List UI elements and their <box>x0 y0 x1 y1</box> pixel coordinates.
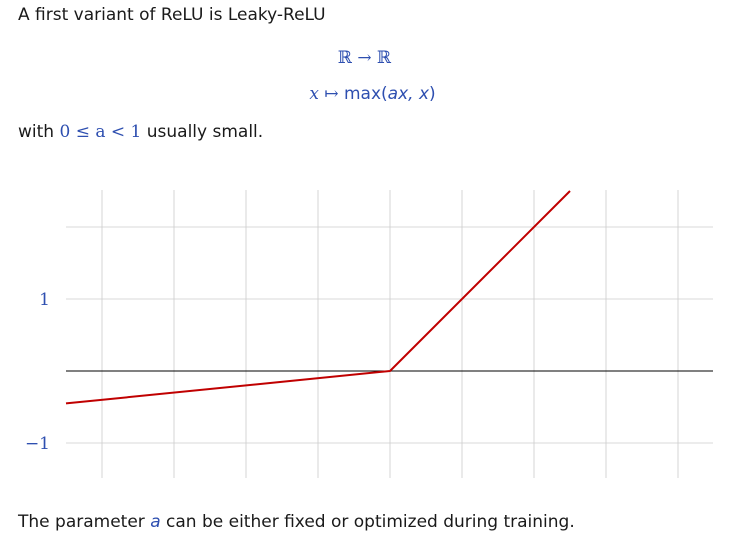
footer-var: a <box>150 512 161 532</box>
formula-args: ax, x <box>387 84 430 104</box>
constraint-suffix: usually small. <box>141 122 264 142</box>
formula-open-paren: ( <box>381 84 388 104</box>
formula-max-function: max <box>343 84 382 104</box>
constraint-text: with 0 ≤ a < 1 usually small. <box>18 122 263 142</box>
footer-text: The parameter a can be either fixed or o… <box>18 512 575 532</box>
formula-close-paren: ) <box>429 84 436 104</box>
constraint-math: 0 ≤ a < 1 <box>59 122 142 142</box>
formula-block: ℝ → ℝ x ↦ max(ax, x) <box>0 40 735 112</box>
y-tick-label: −1 <box>25 434 50 454</box>
leaky-relu-curve <box>65 190 571 405</box>
footer-suffix: can be either fixed or optimized during … <box>160 512 575 532</box>
formula-mapping-line: x ↦ max(ax, x) <box>10 76 735 112</box>
formula-domain-line: ℝ → ℝ <box>337 48 392 68</box>
intro-text: A first variant of ReLU is Leaky-ReLU <box>18 5 326 25</box>
formula-mapping-prefix: x ↦ <box>309 84 344 104</box>
leaky-relu-plot: 1 −1 <box>25 190 713 478</box>
constraint-prefix: with <box>18 122 60 142</box>
footer-prefix: The parameter <box>18 512 151 532</box>
y-tick-label: 1 <box>39 290 50 310</box>
